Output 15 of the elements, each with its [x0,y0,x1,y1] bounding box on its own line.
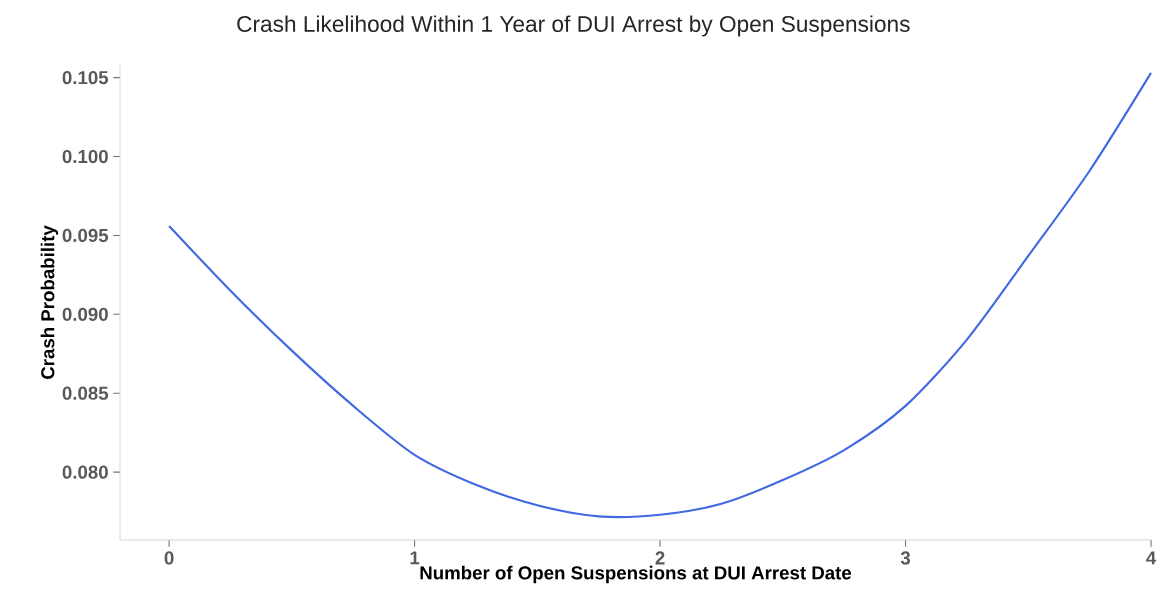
x-tick-label: 0 [164,551,174,565]
x-tick-label: 3 [900,551,911,565]
x-tick-label: 1 [410,551,420,565]
y-tick-label: 0.095 [62,228,109,243]
y-tick-label: 0.080 [62,465,108,479]
y-tick-label: 0.105 [62,71,109,85]
y-tick-label: 0.085 [62,386,109,400]
y-tick-label: 0.090 [62,307,108,321]
chart-title: Crash Likelihood Within 1 Year of DUI Arrest by Open Suspensions [237,15,910,37]
y-tick-label: 0.100 [62,149,108,164]
line-series [168,71,1153,518]
x-axis-title: Number of Open Suspensions at DUI Arrest Date [420,565,852,584]
x-tick-label: 2 [655,551,665,565]
x-tick-label: 4 [1146,551,1157,565]
y-axis-title: Crash Probability [40,225,59,379]
